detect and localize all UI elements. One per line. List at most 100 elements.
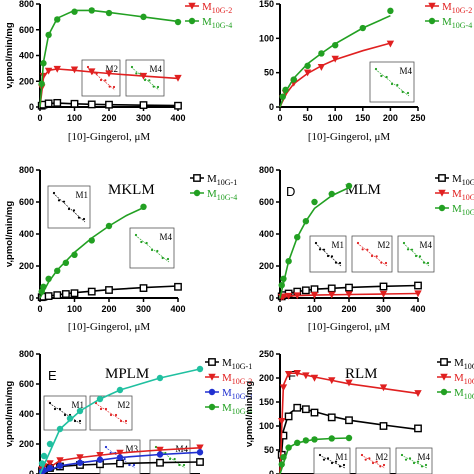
data-point xyxy=(53,98,62,107)
x-tick-label: 0 xyxy=(277,304,282,314)
data-point xyxy=(302,218,310,225)
data-point xyxy=(45,31,52,39)
data-point xyxy=(174,282,182,291)
legend-item: M10G-2 xyxy=(435,188,474,202)
data-point xyxy=(278,282,285,289)
data-point xyxy=(71,8,78,15)
data-point xyxy=(387,7,394,15)
inset-fit xyxy=(130,66,160,91)
x-axis-label: [10]-Gingerol, μM xyxy=(308,321,390,333)
data-point xyxy=(328,435,335,442)
data-point xyxy=(310,291,319,299)
data-point xyxy=(293,292,301,300)
legend-subscript: 10G-4 xyxy=(217,193,237,202)
inset-point xyxy=(416,460,420,463)
panel-letter: D xyxy=(286,184,295,199)
panel-B: 0 50 100 150 0 50 100 150 200 250 [10]-Gingerol, μ… xyxy=(259,0,472,143)
data-point xyxy=(39,72,48,80)
data-point xyxy=(285,444,292,451)
panel-letter: E xyxy=(48,368,57,383)
data-point xyxy=(156,446,164,454)
y-tick-label: 100 xyxy=(259,33,274,43)
data-point xyxy=(302,372,310,380)
legend-subscript: 10G-4 xyxy=(232,407,252,416)
legend-subscript: 10G-2 xyxy=(462,193,474,202)
data-point xyxy=(76,407,84,415)
data-point xyxy=(105,70,113,78)
y-axis-label: v,pmol/min/mg xyxy=(4,22,15,89)
inset-label: M4 xyxy=(149,64,162,74)
inset-frame xyxy=(355,447,391,474)
data-point xyxy=(54,16,61,23)
legend-subscript: 10G-2 xyxy=(212,6,232,15)
y-tick-label: 400 xyxy=(259,229,274,239)
data-point xyxy=(105,286,113,294)
legend-subscript: 10G-4 xyxy=(464,392,474,401)
x-tick-label: 100 xyxy=(67,113,82,123)
inset-point xyxy=(124,419,128,423)
series-M10G-2 xyxy=(38,65,182,108)
data-point xyxy=(76,459,84,466)
y-tick-label: 0 xyxy=(29,469,34,474)
data-point xyxy=(284,292,293,300)
inset-point xyxy=(77,216,81,219)
inset-point xyxy=(330,461,334,465)
data-point xyxy=(174,18,182,26)
legend-marker xyxy=(208,388,216,396)
legend-subscript: 10G-4 xyxy=(212,21,232,30)
data-point xyxy=(303,69,312,77)
inset-point xyxy=(145,241,148,245)
x-tick-label: 400 xyxy=(170,304,185,314)
data-point xyxy=(294,234,301,241)
data-point xyxy=(279,384,288,392)
inset-point xyxy=(404,458,408,461)
inset-plot: M1 xyxy=(313,447,351,474)
inset-point xyxy=(168,457,172,461)
data-point xyxy=(280,275,287,282)
data-point xyxy=(196,365,204,373)
series-M10G-1 xyxy=(37,98,182,110)
series-M10G-4 xyxy=(38,203,147,299)
y-tick-label: 100 xyxy=(259,421,274,431)
inset-point xyxy=(361,248,364,251)
x-axis-label: [10]-Gingerol, μM xyxy=(308,131,390,143)
inset-fit xyxy=(374,68,410,97)
data-point xyxy=(379,422,388,430)
y-tick-label: 600 xyxy=(19,379,34,389)
panel-title: MPLM xyxy=(105,366,149,382)
inset-frame xyxy=(149,439,191,474)
legend-marker xyxy=(438,189,446,197)
legend-item: M10G-2 xyxy=(185,1,232,15)
data-point xyxy=(279,431,288,440)
x-tick-label: 400 xyxy=(410,304,425,314)
inset-point xyxy=(330,255,334,258)
data-point xyxy=(345,182,353,190)
inset-plot: M2 xyxy=(351,235,393,273)
inset-point xyxy=(380,74,383,78)
x-tick-label: 250 xyxy=(410,113,425,123)
inset-fit xyxy=(360,454,386,469)
data-point xyxy=(116,459,124,468)
data-point xyxy=(386,40,395,48)
inset-point xyxy=(135,72,138,75)
panel-A: 0 200 400 600 800 0 100 200 300 400 [10]-Gingerol,… xyxy=(4,0,232,143)
y-tick-label: 400 xyxy=(19,409,34,419)
legend-item: M10G-1 xyxy=(435,173,474,187)
x-tick-label: 300 xyxy=(376,304,391,314)
data-point xyxy=(282,86,289,94)
legend-marker xyxy=(188,2,196,10)
data-point xyxy=(66,415,74,422)
legend-marker xyxy=(438,174,446,182)
data-point xyxy=(328,190,335,198)
data-point xyxy=(284,412,293,421)
data-point xyxy=(301,405,310,414)
data-point xyxy=(105,222,113,230)
x-tick-label: 300 xyxy=(136,304,151,314)
inset-point xyxy=(143,78,147,82)
data-point xyxy=(311,198,318,206)
inset-plot: M4 xyxy=(397,235,435,273)
data-point xyxy=(105,9,113,17)
inset-plot: M1 xyxy=(309,235,347,273)
data-point xyxy=(284,370,293,378)
data-point xyxy=(414,424,422,433)
